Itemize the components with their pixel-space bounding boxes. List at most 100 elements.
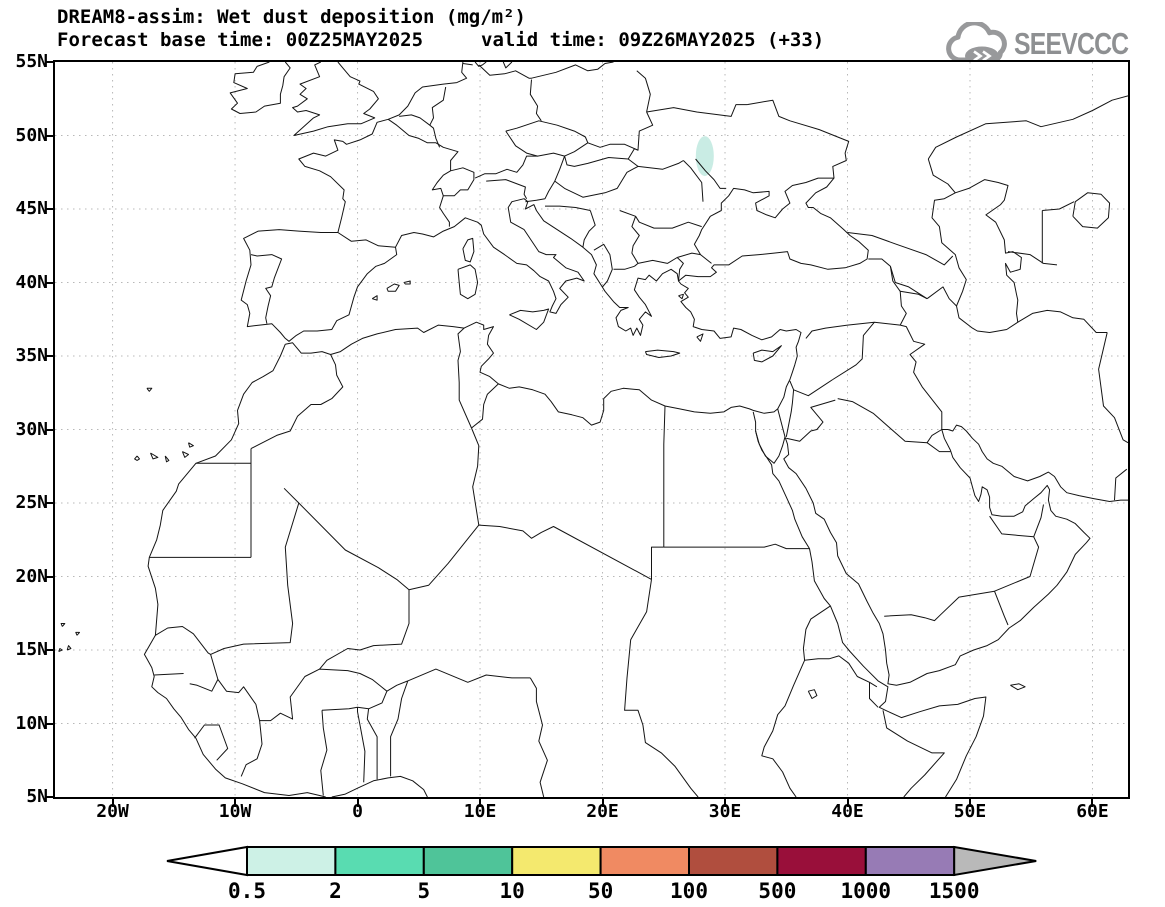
coastline — [755, 430, 987, 797]
country-border — [832, 321, 875, 380]
colorbar-threshold-label: 5 — [417, 879, 431, 903]
colorbar — [166, 845, 1037, 877]
country-border — [366, 708, 378, 780]
colorbar-segment — [864, 846, 956, 876]
lat-tick-mark — [45, 575, 53, 578]
island-outline — [146, 387, 153, 392]
country-border — [529, 79, 542, 122]
lat-axis-label: 40N — [15, 271, 48, 293]
colorbar-threshold-label: 0.5 — [228, 879, 266, 903]
country-border — [505, 120, 589, 157]
country-border — [155, 626, 211, 655]
lon-axis-label: 50E — [953, 801, 987, 822]
coastline — [285, 280, 802, 426]
lon-axis-label: 20E — [586, 801, 619, 822]
country-border — [478, 524, 652, 580]
island-outline — [60, 623, 66, 627]
lon-tick-mark — [111, 799, 114, 807]
island-outline — [58, 648, 63, 652]
country-border — [900, 290, 928, 300]
colorbar-threshold-label: 10 — [499, 879, 525, 903]
cloud-logo-icon — [946, 22, 1008, 66]
coastline — [755, 424, 1128, 686]
country-border — [194, 724, 229, 761]
country-border — [926, 429, 943, 443]
country-border — [637, 257, 678, 264]
country-border — [582, 210, 596, 248]
lat-tick-mark — [45, 208, 53, 210]
lon-axis-label: 0 — [352, 801, 363, 822]
lon-tick-mark — [968, 799, 971, 807]
colorbar-segment — [246, 846, 337, 876]
country-border — [319, 589, 410, 670]
island-outline — [75, 631, 80, 636]
lat-axis-label: 10N — [15, 712, 48, 734]
lat-tick-mark — [45, 649, 53, 651]
lon-axis-label: 20W — [96, 801, 129, 822]
country-border — [663, 405, 666, 548]
colorbar-threshold-label: 1000 — [840, 879, 892, 903]
island-outline — [403, 280, 411, 285]
lon-axis-label: 30E — [708, 801, 742, 822]
country-border — [259, 668, 388, 722]
country-border — [439, 195, 450, 227]
island-outline — [509, 308, 550, 330]
island-outline — [644, 349, 681, 358]
lat-tick-mark — [45, 428, 53, 431]
country-border — [525, 180, 556, 203]
lat-tick-mark — [45, 134, 53, 137]
lat-axis-label: 30N — [15, 418, 48, 440]
country-border — [283, 487, 410, 591]
country-border — [927, 95, 1128, 160]
island-outline — [386, 283, 400, 292]
island-outline — [457, 264, 479, 300]
country-border — [471, 427, 480, 526]
country-border — [1114, 468, 1128, 501]
country-border — [695, 158, 727, 189]
seevccc-logo: SEEVCCC — [938, 22, 1157, 66]
country-border — [320, 710, 328, 796]
colorbar-threshold-label: 500 — [758, 879, 797, 903]
country-border — [529, 677, 548, 797]
lon-axis-label: 60E — [1076, 801, 1109, 822]
lat-tick-mark — [45, 61, 53, 63]
coastline — [931, 179, 1022, 333]
coastline — [331, 775, 428, 797]
country-border — [217, 679, 263, 777]
country-border — [250, 354, 344, 450]
forecast-base-time: Forecast base time: 00Z25MAY2025 — [57, 29, 424, 51]
country-border — [677, 252, 701, 258]
coastline — [502, 62, 513, 69]
country-border — [545, 205, 591, 211]
map-canvas — [55, 62, 1128, 797]
coastline — [292, 62, 379, 136]
country-border — [994, 536, 1040, 592]
country-border — [637, 160, 684, 170]
lon-axis-label: 10E — [463, 801, 497, 822]
country-border — [210, 502, 300, 655]
country-border — [793, 379, 834, 397]
country-border — [357, 707, 366, 783]
colorbar-segment — [511, 846, 602, 876]
country-border — [785, 380, 795, 437]
island-outline — [1010, 683, 1026, 691]
colorbar-threshold-label: 50 — [587, 879, 614, 903]
colorbar-segment — [422, 846, 514, 876]
island-outline — [752, 345, 782, 363]
country-border — [747, 99, 850, 179]
island-outline — [66, 645, 72, 651]
country-border — [889, 266, 928, 300]
country-border — [462, 63, 473, 66]
coastline — [474, 62, 487, 67]
country-border — [868, 258, 907, 326]
country-border — [407, 668, 531, 683]
lon-axis-label: 10W — [218, 801, 252, 822]
lat-axis-label: 45N — [15, 198, 48, 219]
coastline — [143, 344, 326, 797]
colorbar-threshold-label: 2 — [329, 879, 342, 903]
country-border — [457, 327, 472, 429]
colorbar-underflow-arrow — [166, 845, 248, 877]
island-outline — [134, 455, 140, 461]
country-border — [631, 216, 640, 267]
